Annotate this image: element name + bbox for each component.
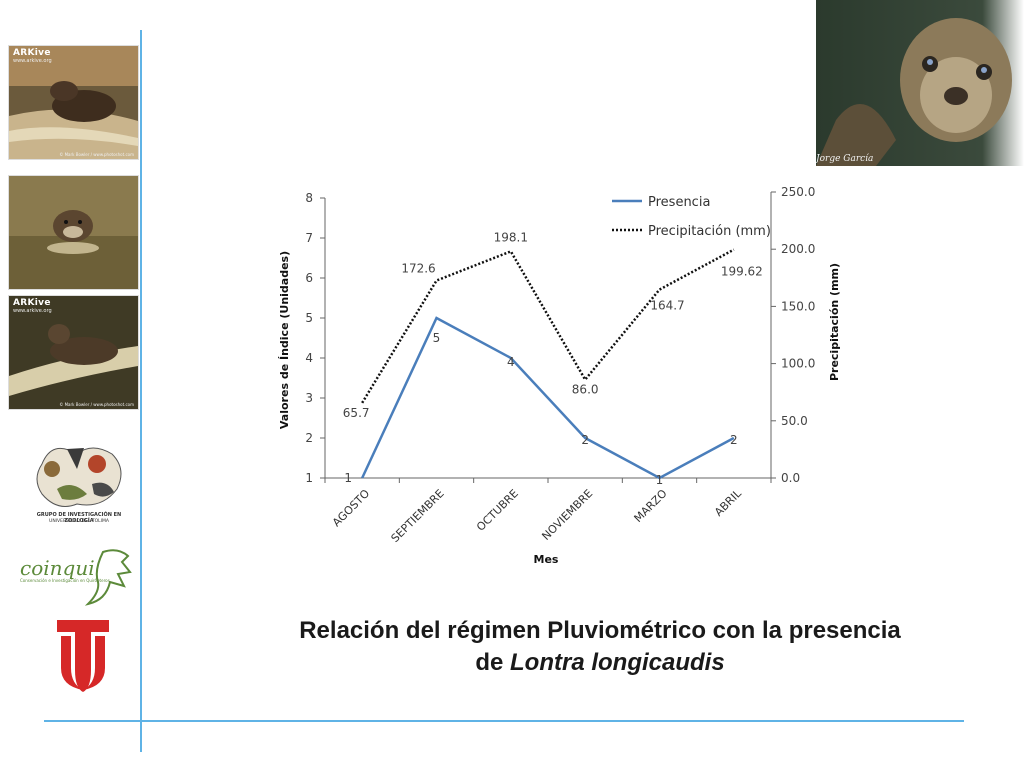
coinqui-bat-logo: [84, 549, 132, 606]
data-label-precipitacion: 164.7: [650, 299, 684, 313]
y2-tick-label: 100.0: [781, 357, 815, 371]
data-label-presencia: 2: [730, 433, 738, 447]
university-logo: [57, 620, 109, 692]
university-name: UNIVERSIDAD DEL TOLIMA: [49, 519, 109, 524]
x-tick-label: MARZO: [632, 487, 670, 525]
y2-tick-label: 0.0: [781, 471, 800, 485]
y-tick-label: 5: [305, 311, 313, 325]
y2-tick-label: 200.0: [781, 242, 815, 256]
x-tick-label: SEPTIEMBRE: [389, 487, 447, 545]
legend: Presencia Precipitación (mm): [612, 195, 771, 239]
otter-closeup-photo: Jorge García: [816, 0, 1024, 166]
y2-tick-label: 50.0: [781, 414, 808, 428]
caption-prefix: de: [475, 649, 510, 676]
photo-credit: © Mark Bowler / www.photoshot.com: [59, 152, 134, 157]
caption-line-2: de Lontra longicaudis: [200, 647, 1000, 679]
y-tick-label: 4: [305, 351, 313, 365]
x-tick-label: NOVIEMBRE: [539, 487, 595, 543]
x-axis-label: Mes: [534, 553, 559, 566]
zoology-group-name: GRUPO DE INVESTIGACIÓN EN ZOOLOGÍA: [36, 512, 122, 524]
y2-axis-label: Precipitación (mm): [828, 263, 841, 381]
otter-photo-3: ARKive www.arkive.org © Mark Bowler / ww…: [8, 295, 139, 410]
vertical-divider: [140, 30, 142, 752]
photo-credit: Jorge García: [816, 154, 874, 164]
coinqui-logo-subtitle: Conservación e Investigación en Quirópte…: [20, 578, 110, 583]
legend-label-presencia: Presencia: [648, 195, 710, 210]
y-tick-label: 6: [305, 271, 313, 285]
y-tick-label: 2: [305, 431, 313, 445]
data-label-presencia: 1: [344, 471, 352, 485]
photo-credit: © Mark Bowler / www.photoshot.com: [59, 402, 134, 407]
y2-tick-label: 150.0: [781, 299, 815, 313]
series-line-presencia: [361, 316, 735, 480]
arkive-site: www.arkive.org: [13, 58, 52, 64]
caption-line-1: Relación del régimen Pluviométrico con l…: [299, 617, 901, 644]
x-tick-label: AGOSTO: [330, 487, 373, 530]
x-tick-label: ABRIL: [712, 486, 744, 518]
arkive-brand: ARKive: [13, 48, 51, 58]
legend-label-precipitacion: Precipitación (mm): [648, 224, 771, 239]
y-tick-label: 3: [305, 391, 313, 405]
arkive-site: www.arkive.org: [13, 308, 52, 314]
x-tick-label: OCTUBRE: [474, 487, 521, 534]
y-tick-label: 7: [305, 231, 313, 245]
series-line-precipitacion: [361, 248, 735, 404]
data-label-presencia: 1: [656, 473, 664, 487]
otter-photo-1: ARKive www.arkive.org © Mark Bowler / ww…: [8, 45, 139, 160]
data-label-precipitacion: 199.62: [721, 265, 763, 279]
otter-photo-2: [8, 175, 139, 290]
data-label-precipitacion: 172.6: [401, 262, 435, 276]
data-label-precipitacion: 86.0: [572, 383, 599, 397]
coinqui-logo-text: coinqui: [20, 556, 95, 580]
data-label-presencia: 2: [581, 433, 589, 447]
y2-tick-label: 250.0: [781, 185, 815, 199]
arkive-brand: ARKive: [13, 298, 51, 308]
presence-precipitation-chart: 1 2 3 4 5 6 7 8 0.0 50.0 100.0 150.0 200.0 250.0 AGO…: [278, 185, 841, 566]
y-tick-label: 8: [305, 191, 313, 205]
horizontal-divider: [44, 720, 964, 722]
slide-caption: Relación del régimen Pluviométrico con l…: [200, 615, 1000, 679]
data-label-precipitacion: 65.7: [343, 406, 370, 420]
zoology-group-logo: [36, 447, 122, 507]
data-label-presencia: 4: [507, 355, 515, 369]
data-label-precipitacion: 198.1: [494, 230, 528, 244]
y-axis-label: Valores de Índice (Unidades): [278, 251, 291, 429]
y-tick-label: 1: [305, 471, 313, 485]
caption-species: Lontra longicaudis: [510, 649, 725, 676]
data-label-presencia: 5: [433, 331, 441, 345]
